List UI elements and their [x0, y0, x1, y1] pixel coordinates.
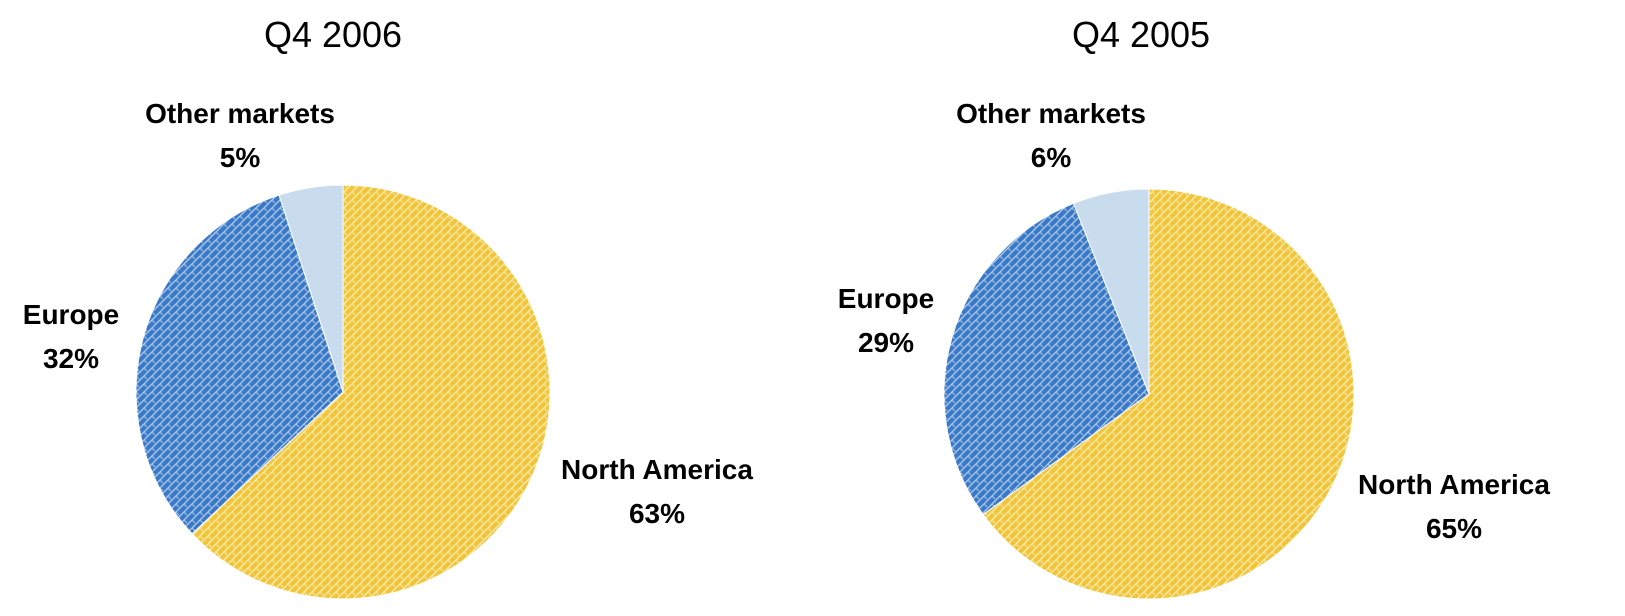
pie-slices	[135, 184, 551, 600]
pie-slices	[943, 188, 1355, 600]
pie-slice-other-markets	[278, 184, 344, 393]
slice-value-other-markets: 5%	[220, 142, 261, 173]
chart-title: Q4 2005	[1072, 14, 1210, 55]
slice-value-europe: 29%	[858, 327, 914, 358]
pie-slice-north-america	[982, 188, 1355, 600]
pie-chart-q4-2005: Q4 2005 Other markets 6% Europe 29% Nort…	[838, 14, 1550, 600]
pie-slice-europe	[943, 202, 1150, 516]
slice-label-other-markets: Other markets	[145, 98, 335, 129]
pie-slice-north-america	[191, 184, 551, 600]
slice-value-europe: 32%	[43, 343, 99, 374]
slice-value-north-america: 65%	[1426, 513, 1482, 544]
slice-value-north-america: 63%	[629, 498, 685, 529]
slice-label-europe: Europe	[23, 299, 119, 330]
pie-chart-q4-2006: Q4 2006 Other markets 5% Europe 32% Nort…	[23, 14, 753, 600]
slice-label-other-markets: Other markets	[956, 98, 1146, 129]
pie-slice-europe	[135, 194, 344, 535]
slice-label-north-america: North America	[1358, 469, 1550, 500]
slice-label-europe: Europe	[838, 283, 934, 314]
slice-label-north-america: North America	[561, 454, 753, 485]
chart-title: Q4 2006	[264, 14, 402, 55]
pie-slice-other-markets	[1072, 188, 1150, 395]
slice-value-other-markets: 6%	[1031, 142, 1072, 173]
